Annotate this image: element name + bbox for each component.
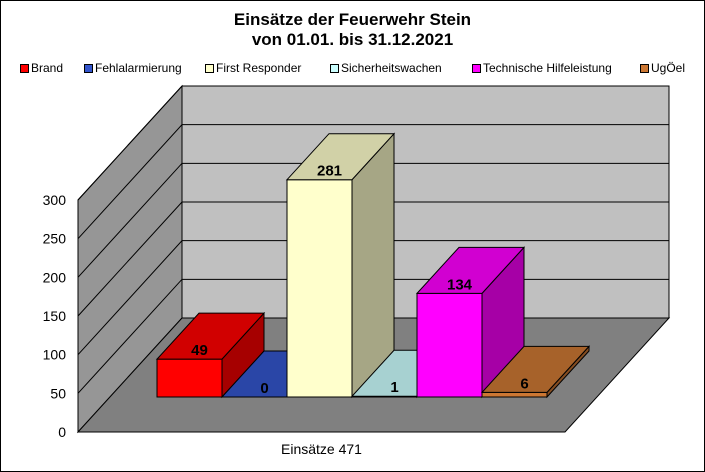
y-tick-label-0: 0: [58, 424, 66, 440]
gridline-150: [77, 201, 669, 317]
legend-label-brand: Brand: [31, 61, 64, 75]
legend: Brand Fehlalarmierung First Responder Siche…: [0, 60, 705, 76]
chart-title-line-1: Einsätze der Feuerwehr Stein: [233, 10, 472, 29]
bar-ug-el: [481, 391, 548, 398]
y-tick-label-100: 100: [43, 347, 67, 363]
data-label-ug-el: 6: [520, 375, 528, 392]
legend-swatch-technische-hilfeleistung: [472, 64, 481, 73]
legend-label-fehlalarmierung: Fehlalarmierung: [95, 61, 182, 75]
legend-swatch-fehlalarmierung: [84, 64, 93, 73]
y-tick-label-200: 200: [43, 269, 67, 285]
legend-swatch-brand: [20, 64, 29, 73]
bar-top-technische-hilfeleistung: [415, 246, 526, 294]
gridline-100: [77, 240, 669, 356]
bar-top-brand: [155, 312, 266, 360]
gridline-250: [77, 124, 669, 240]
gridline-300: [77, 85, 669, 201]
data-label-first-responder: 281: [317, 163, 342, 180]
bar-top-first-responder: [285, 133, 396, 181]
gridline-200: [77, 162, 669, 278]
legend-label-technische-hilfeleistung: Technische Hilfeleistung: [483, 61, 612, 75]
data-label-fehlalarmierung: 0: [260, 380, 268, 397]
legend-label-sicherheitswachen: Sicherheitswachen: [341, 61, 442, 75]
data-label-brand: 49: [191, 342, 208, 359]
bar-top-ug-el: [480, 345, 591, 393]
bar-technische-hilfeleistung: [416, 292, 483, 398]
y-tick-label-300: 300: [43, 192, 67, 208]
legend-swatch-ug-el: [640, 64, 649, 73]
data-label-sicherheitswachen: 1: [390, 379, 398, 396]
bar-brand: [156, 358, 223, 398]
legend-label-first-responder: First Responder: [216, 61, 302, 75]
legend-swatch-sicherheitswachen: [330, 64, 339, 73]
y-tick-label-150: 150: [43, 308, 67, 324]
y-tick-label-50: 50: [50, 385, 66, 401]
chart-title-line-2: von 01.01. bis 31.12.2021: [251, 30, 454, 49]
legend-swatch-first-responder: [205, 64, 214, 73]
chart-title: Einsätze der Feuerwehr Stein von 01.01. …: [0, 10, 705, 50]
bar-first-responder: [286, 179, 353, 398]
y-tick-label-250: 250: [43, 231, 67, 247]
data-label-technische-hilfeleistung: 134: [447, 276, 473, 293]
legend-label-ug-el: UgÖel: [651, 61, 686, 75]
x-category-label: Einsätze 471: [281, 441, 362, 457]
